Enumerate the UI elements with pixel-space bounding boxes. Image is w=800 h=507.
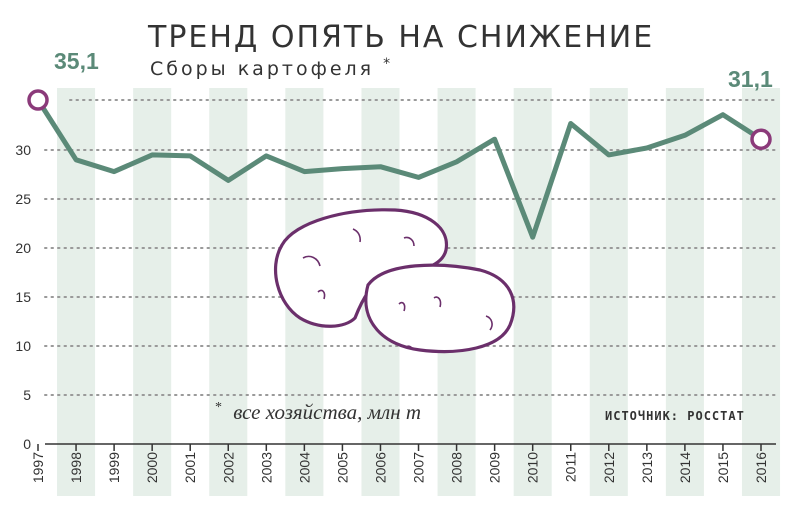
x-tick-label: 1999 bbox=[106, 452, 122, 483]
potato-eye-icon bbox=[433, 296, 442, 308]
x-tick-label: 2015 bbox=[715, 452, 731, 483]
x-tick-label: 2007 bbox=[411, 452, 427, 483]
chart-subtitle-text: Сборы картофеля bbox=[150, 58, 374, 80]
x-tick-label: 2006 bbox=[372, 452, 388, 483]
x-tick-label: 1997 bbox=[30, 452, 46, 483]
series-markers bbox=[27, 89, 772, 150]
footnote-text: все хозяйства, млн т bbox=[233, 400, 421, 424]
point-marker-2016 bbox=[750, 128, 772, 150]
x-tick-label: 2005 bbox=[334, 452, 350, 483]
stripe-2000 bbox=[133, 88, 172, 496]
y-tick-label: 0 bbox=[23, 436, 31, 452]
x-tick-label: 2008 bbox=[449, 452, 465, 483]
stripe-2002 bbox=[209, 88, 248, 496]
x-axis bbox=[37, 443, 776, 451]
y-tick-label: 10 bbox=[15, 338, 31, 354]
y-tick-label: 5 bbox=[23, 387, 31, 403]
x-tick-label: 2010 bbox=[525, 452, 541, 483]
x-tick-label: 2003 bbox=[258, 452, 274, 483]
stripe-2016 bbox=[741, 88, 781, 496]
potato-eye-icon bbox=[485, 315, 493, 331]
y-tick-label: 20 bbox=[15, 240, 31, 256]
stripe-2014 bbox=[665, 88, 704, 496]
footnote: * все хозяйства, млн т bbox=[215, 392, 421, 424]
chart-subtitle: Сборы картофеля * bbox=[150, 56, 393, 80]
x-tick-label: 2014 bbox=[677, 452, 693, 483]
x-tick-label: 2012 bbox=[601, 452, 617, 483]
potato-eye-icon bbox=[403, 236, 415, 247]
x-tick-label: 2009 bbox=[487, 452, 503, 483]
y-tick-label: 25 bbox=[15, 191, 31, 207]
stripe-1998 bbox=[57, 88, 96, 496]
chart-title: ТРЕНД ОПЯТЬ НА СНИЖЕНИЕ bbox=[147, 20, 654, 55]
series-line bbox=[35, 97, 764, 240]
footnote-mark: * bbox=[215, 400, 222, 415]
x-tick-label: 2013 bbox=[639, 452, 655, 483]
y-tick-label: 15 bbox=[15, 289, 31, 305]
potato-illustration bbox=[273, 208, 516, 354]
potato-eye-icon bbox=[404, 345, 413, 351]
chart-subtitle-mark: * bbox=[383, 56, 393, 72]
y-axis-ticks: 0 5 10 15 20 25 30 bbox=[15, 142, 31, 452]
potato-front-icon bbox=[364, 263, 516, 354]
end-label-last: 31,1 bbox=[728, 66, 773, 92]
stripe-2010 bbox=[513, 88, 552, 496]
x-tick-label: 2016 bbox=[753, 452, 769, 483]
x-axis-ticks: 1997 1998 1999 2000 2001 2002 2003 2004 2005 2006… bbox=[30, 452, 769, 483]
x-tick-label: 2001 bbox=[182, 452, 198, 483]
source-label: ИСТОЧНИК: РОССТАТ bbox=[605, 409, 745, 423]
point-marker-1997 bbox=[27, 89, 49, 111]
x-tick-label: 2002 bbox=[220, 452, 236, 483]
x-tick-label: 2011 bbox=[563, 452, 579, 482]
potato-eye-icon bbox=[317, 289, 326, 300]
x-tick-label: 2004 bbox=[296, 452, 312, 483]
series-line-group bbox=[35, 97, 764, 240]
end-label-first: 35,1 bbox=[54, 48, 99, 74]
potato-eye-icon bbox=[352, 228, 361, 243]
y-tick-label: 30 bbox=[15, 142, 31, 158]
potato-eye-icon bbox=[302, 255, 321, 267]
stripe-2012 bbox=[589, 88, 628, 496]
potato-eye-icon bbox=[398, 301, 406, 312]
x-tick-label: 1998 bbox=[68, 452, 84, 483]
x-tick-label: 2000 bbox=[144, 452, 160, 483]
